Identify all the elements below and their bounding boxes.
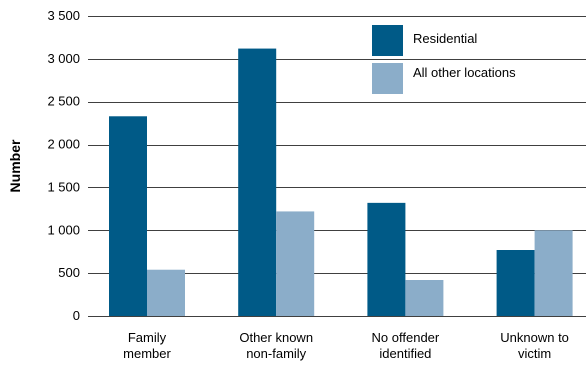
- x-category-label: non-family: [246, 346, 306, 361]
- y-tick-label: 1 500: [47, 179, 80, 194]
- bar-other-locations: [147, 269, 185, 316]
- x-category-label: identified: [379, 346, 431, 361]
- x-category-label: victim: [518, 346, 551, 361]
- x-category-label: Other known: [239, 330, 313, 345]
- legend-label-residential: Residential: [413, 31, 477, 46]
- y-tick-label: 3 500: [47, 8, 80, 23]
- bar-residential: [367, 202, 406, 316]
- legend: Residential All other locations: [372, 25, 516, 94]
- bar-other-locations: [276, 211, 315, 316]
- y-tick-label: 1 000: [47, 222, 80, 237]
- x-category-label: Unknown to: [500, 330, 569, 345]
- y-tick-label: 0: [73, 308, 80, 323]
- y-axis-ticks: 0 500 1 000 1 500 2 000 2 500 3 000 3 500: [47, 8, 80, 323]
- legend-swatch-residential: [372, 25, 403, 56]
- legend-swatch-other-locations: [372, 63, 403, 94]
- y-tick-label: 2 500: [47, 94, 80, 109]
- bar-other-locations: [405, 280, 444, 316]
- y-axis-title: Number: [7, 139, 23, 192]
- bar-residential: [238, 48, 277, 316]
- x-category-label: No offender: [372, 330, 440, 345]
- y-tick-label: 500: [58, 265, 80, 280]
- legend-label-other-locations: All other locations: [413, 65, 516, 80]
- y-tick-label: 2 000: [47, 137, 80, 152]
- x-category-label: member: [123, 346, 171, 361]
- y-tick-label: 3 000: [47, 51, 80, 66]
- bar-other-locations: [534, 230, 573, 316]
- bars: [109, 48, 573, 317]
- bar-residential: [109, 116, 147, 317]
- x-category-label: Family: [128, 330, 167, 345]
- bar-residential: [496, 250, 535, 316]
